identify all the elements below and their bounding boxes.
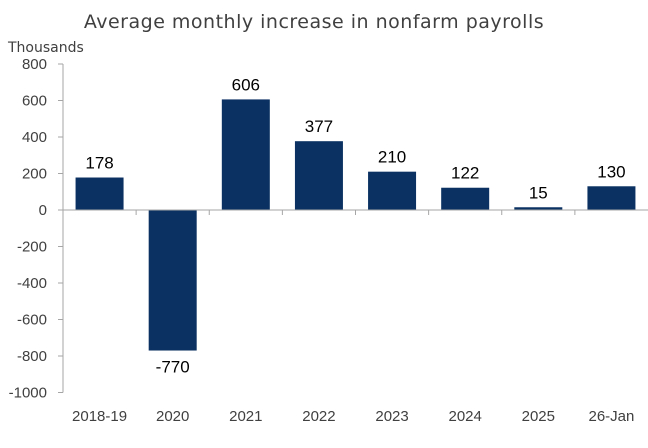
x-tick-label: 2023 — [375, 408, 408, 425]
x-tick-label: 26-Jan — [589, 408, 635, 425]
bar-2022 — [294, 141, 343, 210]
y-axis-unit-label: Thousands — [7, 40, 84, 56]
data-label: 130 — [597, 162, 625, 181]
y-tick-label: 0 — [39, 202, 47, 219]
bar-2021 — [221, 99, 270, 210]
y-tick-label: 600 — [22, 93, 47, 110]
y-tick-label: -400 — [17, 275, 47, 292]
x-tick-label: 2025 — [522, 408, 555, 425]
data-label: 210 — [378, 148, 406, 167]
data-label: 606 — [232, 75, 260, 94]
data-labels: 178 -770 606 377 210 122 15 130 — [85, 75, 625, 376]
data-label: 15 — [529, 183, 548, 202]
y-tick-label: 800 — [22, 56, 47, 73]
bars — [75, 99, 636, 351]
data-label: 178 — [85, 154, 113, 173]
y-tick-label: 400 — [22, 129, 47, 146]
bar-2018-19 — [75, 177, 124, 210]
bar-26-Jan — [587, 186, 636, 210]
x-axis: 2018-19 2020 2021 2022 2023 2024 2025 26-Jan — [63, 209, 648, 425]
bar-2024 — [441, 187, 490, 210]
data-label: -770 — [156, 358, 190, 377]
x-tick-label: 2018-19 — [72, 408, 127, 425]
x-tick-label: 2024 — [449, 408, 482, 425]
x-tick-label: 2020 — [156, 408, 189, 425]
y-tick-label: -1000 — [9, 385, 47, 402]
data-label: 122 — [451, 164, 479, 183]
bar-2025 — [514, 207, 563, 210]
chart-title: Average monthly increase in nonfarm payr… — [84, 11, 544, 33]
data-label: 377 — [305, 117, 333, 136]
x-tick-label: 2022 — [302, 408, 335, 425]
y-tick-label: 200 — [22, 166, 47, 183]
bar-2023 — [368, 171, 417, 210]
bar-2020 — [148, 210, 197, 351]
y-tick-label: -200 — [17, 239, 47, 256]
y-tick-label: -800 — [17, 348, 47, 365]
y-tick-label: -600 — [17, 312, 47, 329]
y-axis: 800 600 400 200 0 -200 -400 -600 -800 -1000 — [9, 56, 64, 402]
x-tick-label: 2021 — [229, 408, 262, 425]
